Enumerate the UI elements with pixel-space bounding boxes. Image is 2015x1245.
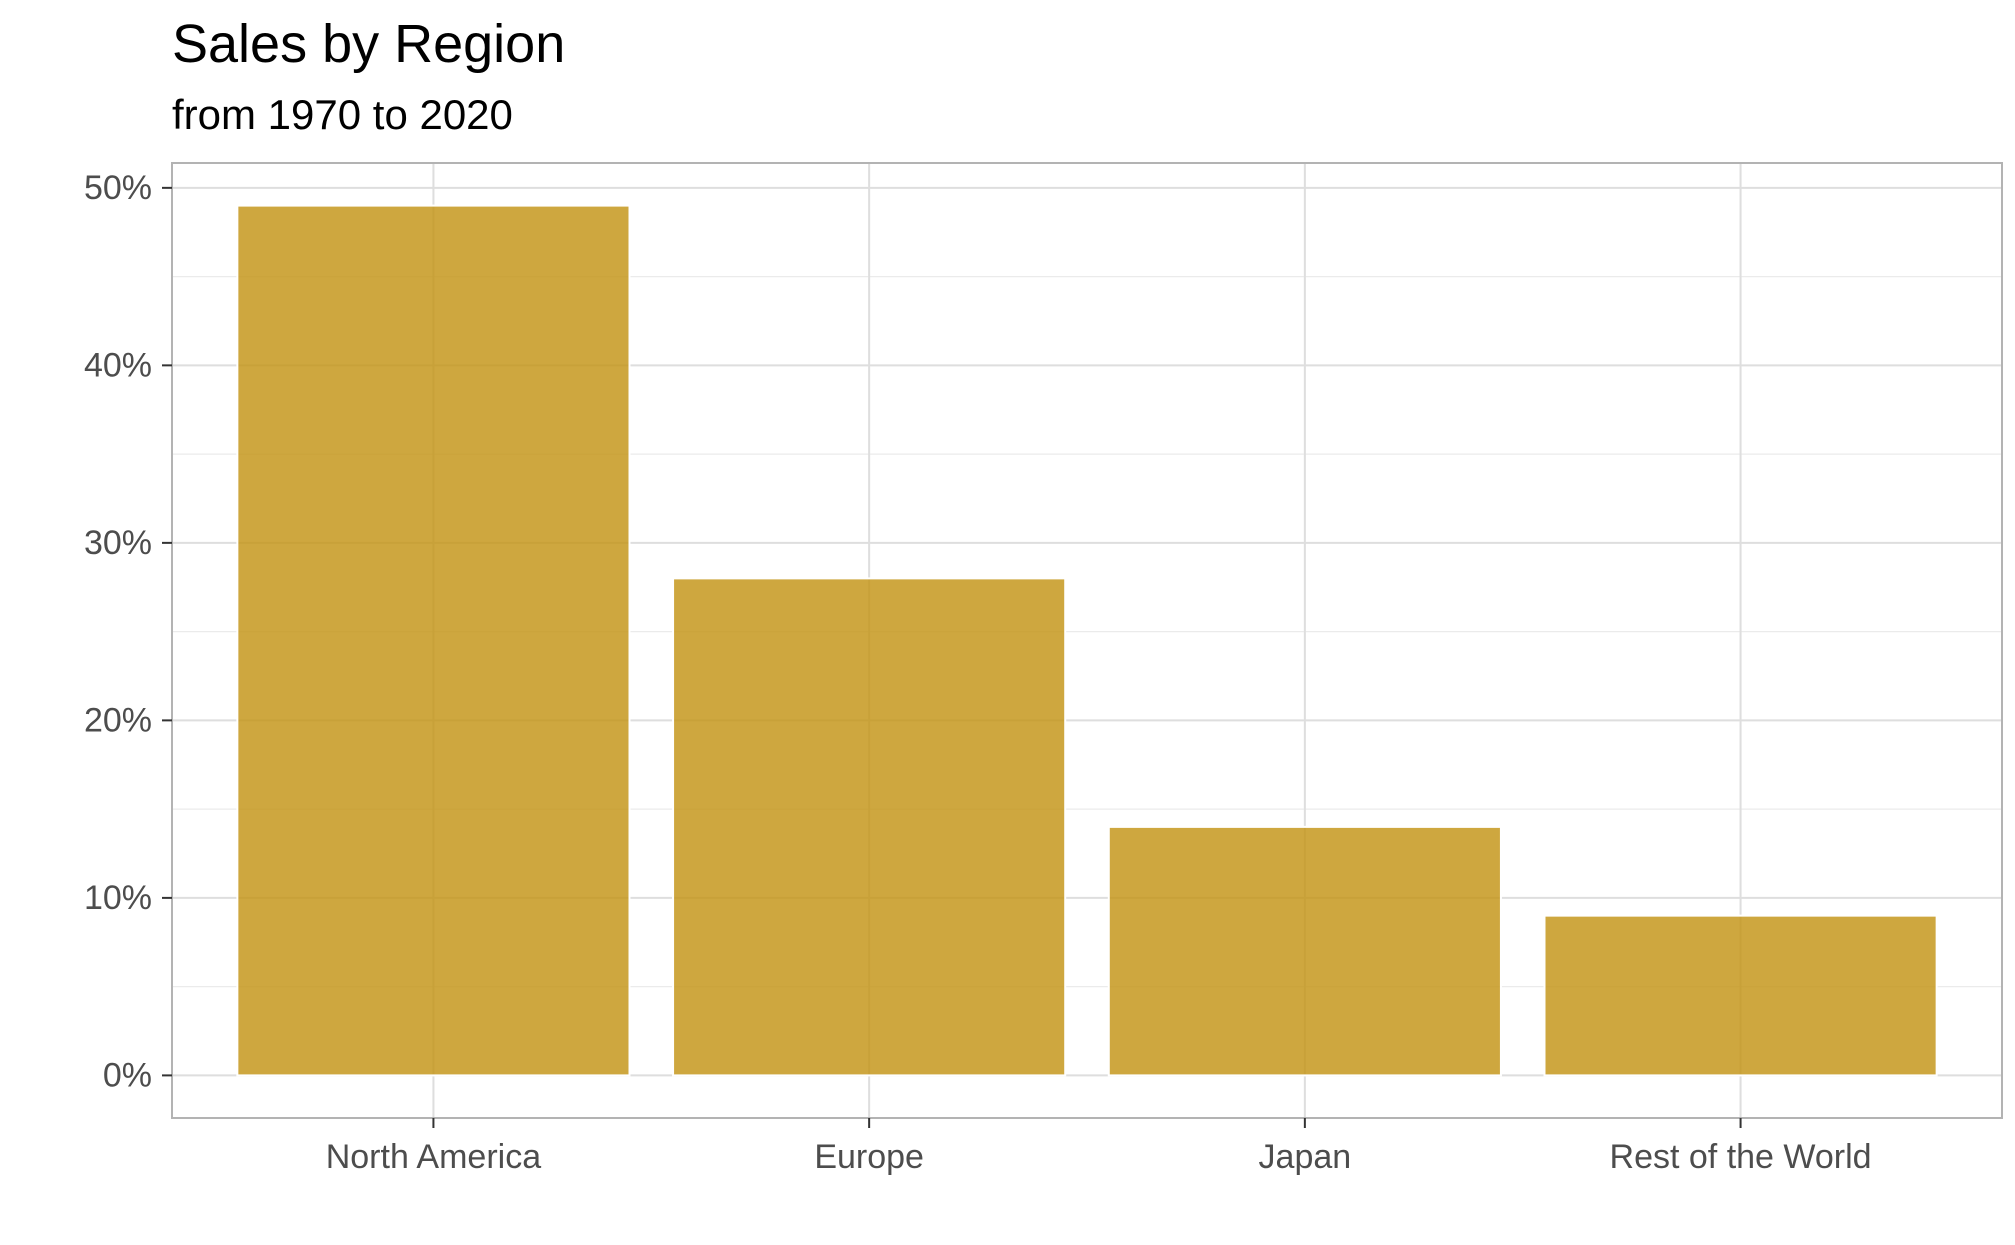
bars-group — [236, 204, 1938, 1077]
y-tick-label: 10% — [84, 879, 152, 917]
chart-title: Sales by Region — [172, 14, 565, 74]
y-tick-label: 20% — [84, 701, 152, 739]
x-tick-label: Japan — [1259, 1138, 1352, 1176]
bar — [1543, 914, 1938, 1077]
y-tick-label: 30% — [84, 524, 152, 562]
bar — [1107, 825, 1502, 1077]
x-tick-label: Europe — [814, 1138, 924, 1176]
bar — [672, 577, 1067, 1077]
bar — [236, 204, 631, 1077]
y-tick-label: 40% — [84, 346, 152, 384]
chart-subtitle: from 1970 to 2020 — [172, 91, 513, 138]
x-tick-label: North America — [326, 1138, 541, 1176]
y-tick-label: 0% — [103, 1056, 152, 1094]
x-axis: North America Europe Japan Rest of the Worl… — [326, 1118, 1872, 1176]
panel-border — [171, 162, 2003, 1119]
y-tick-label: 50% — [84, 169, 152, 207]
x-tick-label: Rest of the World — [1610, 1138, 1872, 1176]
y-axis: 0% 10% 20% 30% 40% 50% — [84, 169, 172, 1094]
